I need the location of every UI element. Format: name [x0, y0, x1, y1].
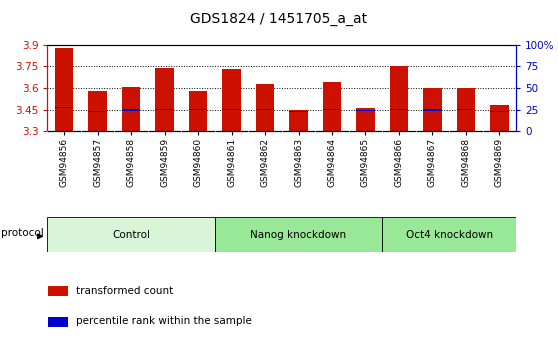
- Bar: [48, 286, 68, 296]
- Bar: [323, 109, 341, 110]
- Bar: [122, 109, 141, 111]
- Bar: [323, 82, 341, 131]
- Bar: [356, 108, 375, 131]
- Bar: [423, 109, 442, 110]
- Bar: [382, 217, 516, 252]
- Text: GSM94867: GSM94867: [428, 138, 437, 187]
- Bar: [55, 48, 74, 131]
- Bar: [256, 84, 274, 131]
- Bar: [155, 109, 174, 110]
- Text: Control: Control: [112, 230, 150, 239]
- Bar: [222, 69, 241, 131]
- Text: GSM94869: GSM94869: [495, 138, 504, 187]
- Bar: [456, 109, 475, 110]
- Text: protocol: protocol: [1, 228, 44, 238]
- Text: GDS1824 / 1451705_a_at: GDS1824 / 1451705_a_at: [190, 12, 368, 26]
- Text: GSM94866: GSM94866: [395, 138, 403, 187]
- Text: GSM94859: GSM94859: [160, 138, 169, 187]
- Bar: [289, 111, 308, 112]
- Bar: [47, 217, 215, 252]
- Bar: [423, 88, 442, 131]
- Bar: [55, 107, 74, 108]
- Text: GSM94860: GSM94860: [194, 138, 203, 187]
- Bar: [389, 66, 408, 131]
- Bar: [189, 91, 208, 131]
- Bar: [155, 68, 174, 131]
- Bar: [122, 87, 141, 131]
- Text: GSM94861: GSM94861: [227, 138, 236, 187]
- Bar: [289, 109, 308, 131]
- Text: GSM94868: GSM94868: [461, 138, 470, 187]
- Text: GSM94864: GSM94864: [328, 138, 336, 187]
- Text: GSM94865: GSM94865: [361, 138, 370, 187]
- Bar: [256, 109, 274, 110]
- Text: transformed count: transformed count: [76, 286, 173, 296]
- Bar: [215, 217, 382, 252]
- Bar: [456, 88, 475, 131]
- Bar: [356, 110, 375, 111]
- Bar: [88, 110, 107, 112]
- Text: Oct4 knockdown: Oct4 knockdown: [406, 230, 493, 239]
- Bar: [490, 105, 509, 131]
- Bar: [189, 109, 208, 110]
- Text: GSM94863: GSM94863: [294, 138, 303, 187]
- Bar: [222, 109, 241, 110]
- Text: GSM94857: GSM94857: [93, 138, 102, 187]
- Text: GSM94862: GSM94862: [261, 138, 270, 187]
- Bar: [389, 109, 408, 110]
- Bar: [88, 91, 107, 131]
- Text: GSM94856: GSM94856: [60, 138, 69, 187]
- Text: GSM94858: GSM94858: [127, 138, 136, 187]
- Text: percentile rank within the sample: percentile rank within the sample: [76, 316, 252, 326]
- Bar: [48, 317, 68, 327]
- Text: Nanog knockdown: Nanog knockdown: [251, 230, 347, 239]
- Bar: [490, 111, 509, 112]
